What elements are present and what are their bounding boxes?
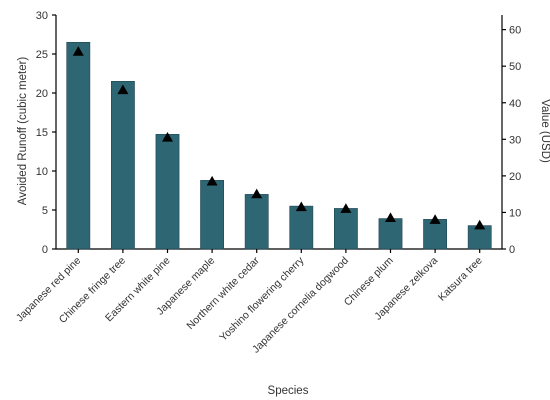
y2-tick-label: 50 — [509, 61, 521, 73]
bar — [244, 194, 269, 250]
triangle-marker — [162, 131, 173, 142]
y2-axis-title: Value (USD) — [539, 99, 550, 163]
triangle-marker — [206, 175, 218, 186]
y2-tick-label: 60 — [509, 25, 521, 37]
y2-tick-label: 20 — [509, 171, 521, 183]
x-tick-label: Katsura tree — [436, 255, 485, 304]
x-tick-label: Japanese cornelia dogwood — [250, 255, 351, 356]
bar — [289, 205, 314, 250]
y2-tick-label: 40 — [509, 98, 521, 110]
x-axis-title: Species — [268, 385, 309, 397]
y-axis-title: Avoided Runoff (cubic meter) — [17, 57, 29, 206]
bar — [200, 180, 224, 250]
triangle-marker — [117, 84, 129, 95]
x-tick-label: Yoshino flowering cherry — [217, 254, 307, 344]
triangle-marker — [429, 214, 441, 224]
y-tick-label: 30 — [36, 10, 48, 22]
triangle-marker — [385, 212, 396, 223]
y2-tick-label: 10 — [509, 207, 521, 219]
y-tick-label: 0 — [42, 244, 48, 256]
bar — [334, 208, 358, 250]
triangle-marker — [295, 201, 307, 212]
y-tick-label: 20 — [36, 88, 48, 100]
y-tick-label: 5 — [42, 205, 48, 217]
y2-tick-label: 30 — [509, 134, 521, 146]
triangle-marker — [340, 203, 352, 213]
bar — [111, 81, 135, 250]
y2-tick-label: 0 — [509, 244, 515, 256]
triangle-marker — [474, 219, 486, 230]
triangle-marker — [72, 46, 84, 56]
bar — [155, 134, 180, 250]
bar — [378, 218, 403, 250]
triangle-marker — [251, 188, 263, 199]
y-tick-label: 25 — [36, 49, 48, 61]
y-tick-label: 10 — [36, 166, 48, 178]
bar — [66, 41, 91, 250]
y-tick-label: 15 — [36, 127, 48, 139]
